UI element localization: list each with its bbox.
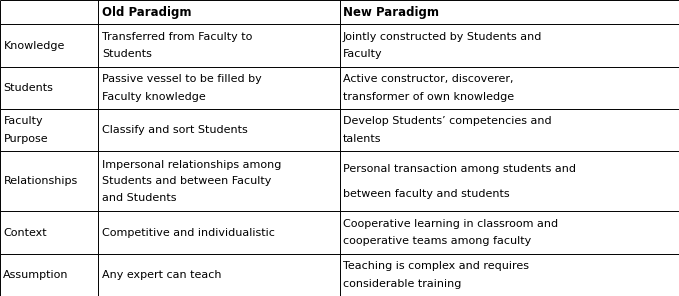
Text: Students: Students — [3, 83, 53, 93]
Text: Assumption: Assumption — [3, 270, 69, 280]
Text: Faculty: Faculty — [343, 49, 382, 59]
Text: Purpose: Purpose — [3, 134, 48, 144]
Text: Passive vessel to be filled by: Passive vessel to be filled by — [102, 74, 261, 84]
Text: Knowledge: Knowledge — [3, 41, 65, 51]
Text: between faculty and students: between faculty and students — [343, 189, 509, 199]
Text: Context: Context — [3, 228, 47, 238]
Text: Classify and sort Students: Classify and sort Students — [102, 125, 248, 135]
Text: transformer of own knowledge: transformer of own knowledge — [343, 92, 514, 102]
Text: Faculty knowledge: Faculty knowledge — [102, 92, 206, 102]
Text: Teaching is complex and requires: Teaching is complex and requires — [343, 261, 529, 271]
Text: cooperative teams among faculty: cooperative teams among faculty — [343, 237, 531, 247]
Text: Active constructor, discoverer,: Active constructor, discoverer, — [343, 74, 513, 84]
Text: Personal transaction among students and: Personal transaction among students and — [343, 164, 576, 174]
Text: considerable training: considerable training — [343, 279, 461, 289]
Text: Students: Students — [102, 49, 151, 59]
Text: Faculty: Faculty — [3, 116, 43, 126]
Text: Impersonal relationships among: Impersonal relationships among — [102, 160, 281, 170]
Text: talents: talents — [343, 134, 382, 144]
Text: Develop Students’ competencies and: Develop Students’ competencies and — [343, 116, 551, 126]
Text: and Students: and Students — [102, 193, 177, 203]
Text: Competitive and individualistic: Competitive and individualistic — [102, 228, 275, 238]
Text: Students and between Faculty: Students and between Faculty — [102, 176, 271, 186]
Text: Old Paradigm: Old Paradigm — [102, 6, 191, 19]
Text: Relationships: Relationships — [3, 176, 77, 186]
Text: New Paradigm: New Paradigm — [343, 6, 439, 19]
Text: Any expert can teach: Any expert can teach — [102, 270, 221, 280]
Text: Cooperative learning in classroom and: Cooperative learning in classroom and — [343, 219, 558, 229]
Text: Jointly constructed by Students and: Jointly constructed by Students and — [343, 32, 543, 42]
Text: Transferred from Faculty to: Transferred from Faculty to — [102, 32, 252, 42]
